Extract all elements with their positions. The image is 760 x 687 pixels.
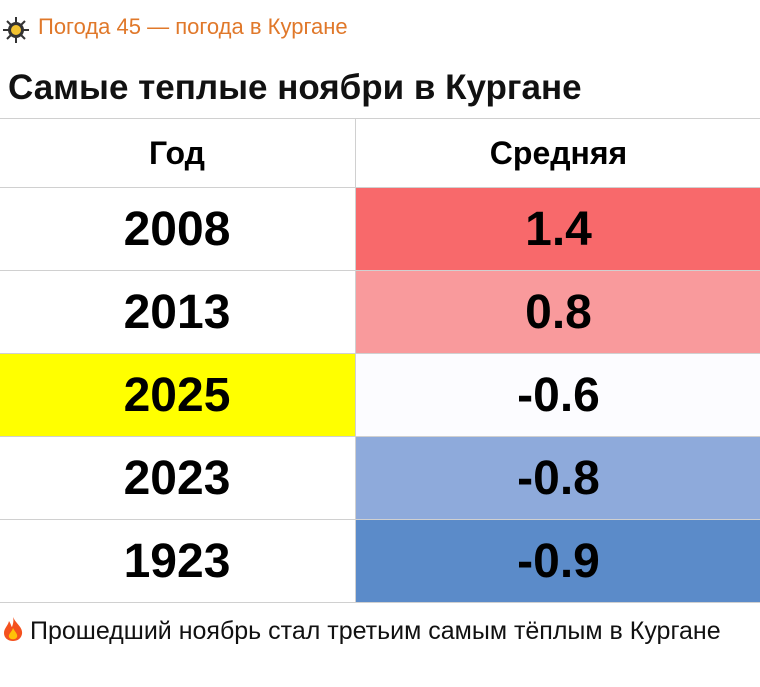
value-cell: 1.4 [355, 187, 760, 271]
row: 2008 1.4 [0, 187, 760, 271]
value-cell: -0.8 [355, 436, 760, 520]
column-header: Год [0, 118, 356, 188]
caption-text: Прошедший ноябрь стал третьим самым тёпл… [30, 617, 721, 645]
row: 2025 -0.6 [0, 353, 760, 437]
caption: Прошедший ноябрь стал третьим самым тёпл… [2, 614, 742, 648]
table: Год Средняя 2008 1.4 2013 0.8 2025 -0.6 … [0, 118, 760, 603]
value-cell: 0.8 [355, 270, 760, 354]
year-cell: 2013 [0, 270, 356, 354]
table-title: Самые теплые ноябри в Кургане [8, 68, 582, 107]
column-header: Средняя [355, 118, 760, 188]
channel-icon [3, 17, 29, 43]
row: 2013 0.8 [0, 270, 760, 354]
flame-icon [4, 617, 23, 641]
channel-name[interactable]: Погода 45 — погода в Кургане [38, 14, 348, 39]
year-cell: 2008 [0, 187, 356, 271]
row: 1923 -0.9 [0, 519, 760, 603]
header-row: Год Средняя [0, 118, 760, 188]
year-cell: 2025 [0, 353, 356, 437]
year-cell: 1923 [0, 519, 356, 603]
year-cell: 2023 [0, 436, 356, 520]
row: 2023 -0.8 [0, 436, 760, 520]
value-cell: -0.6 [355, 353, 760, 437]
value-cell: -0.9 [355, 519, 760, 603]
